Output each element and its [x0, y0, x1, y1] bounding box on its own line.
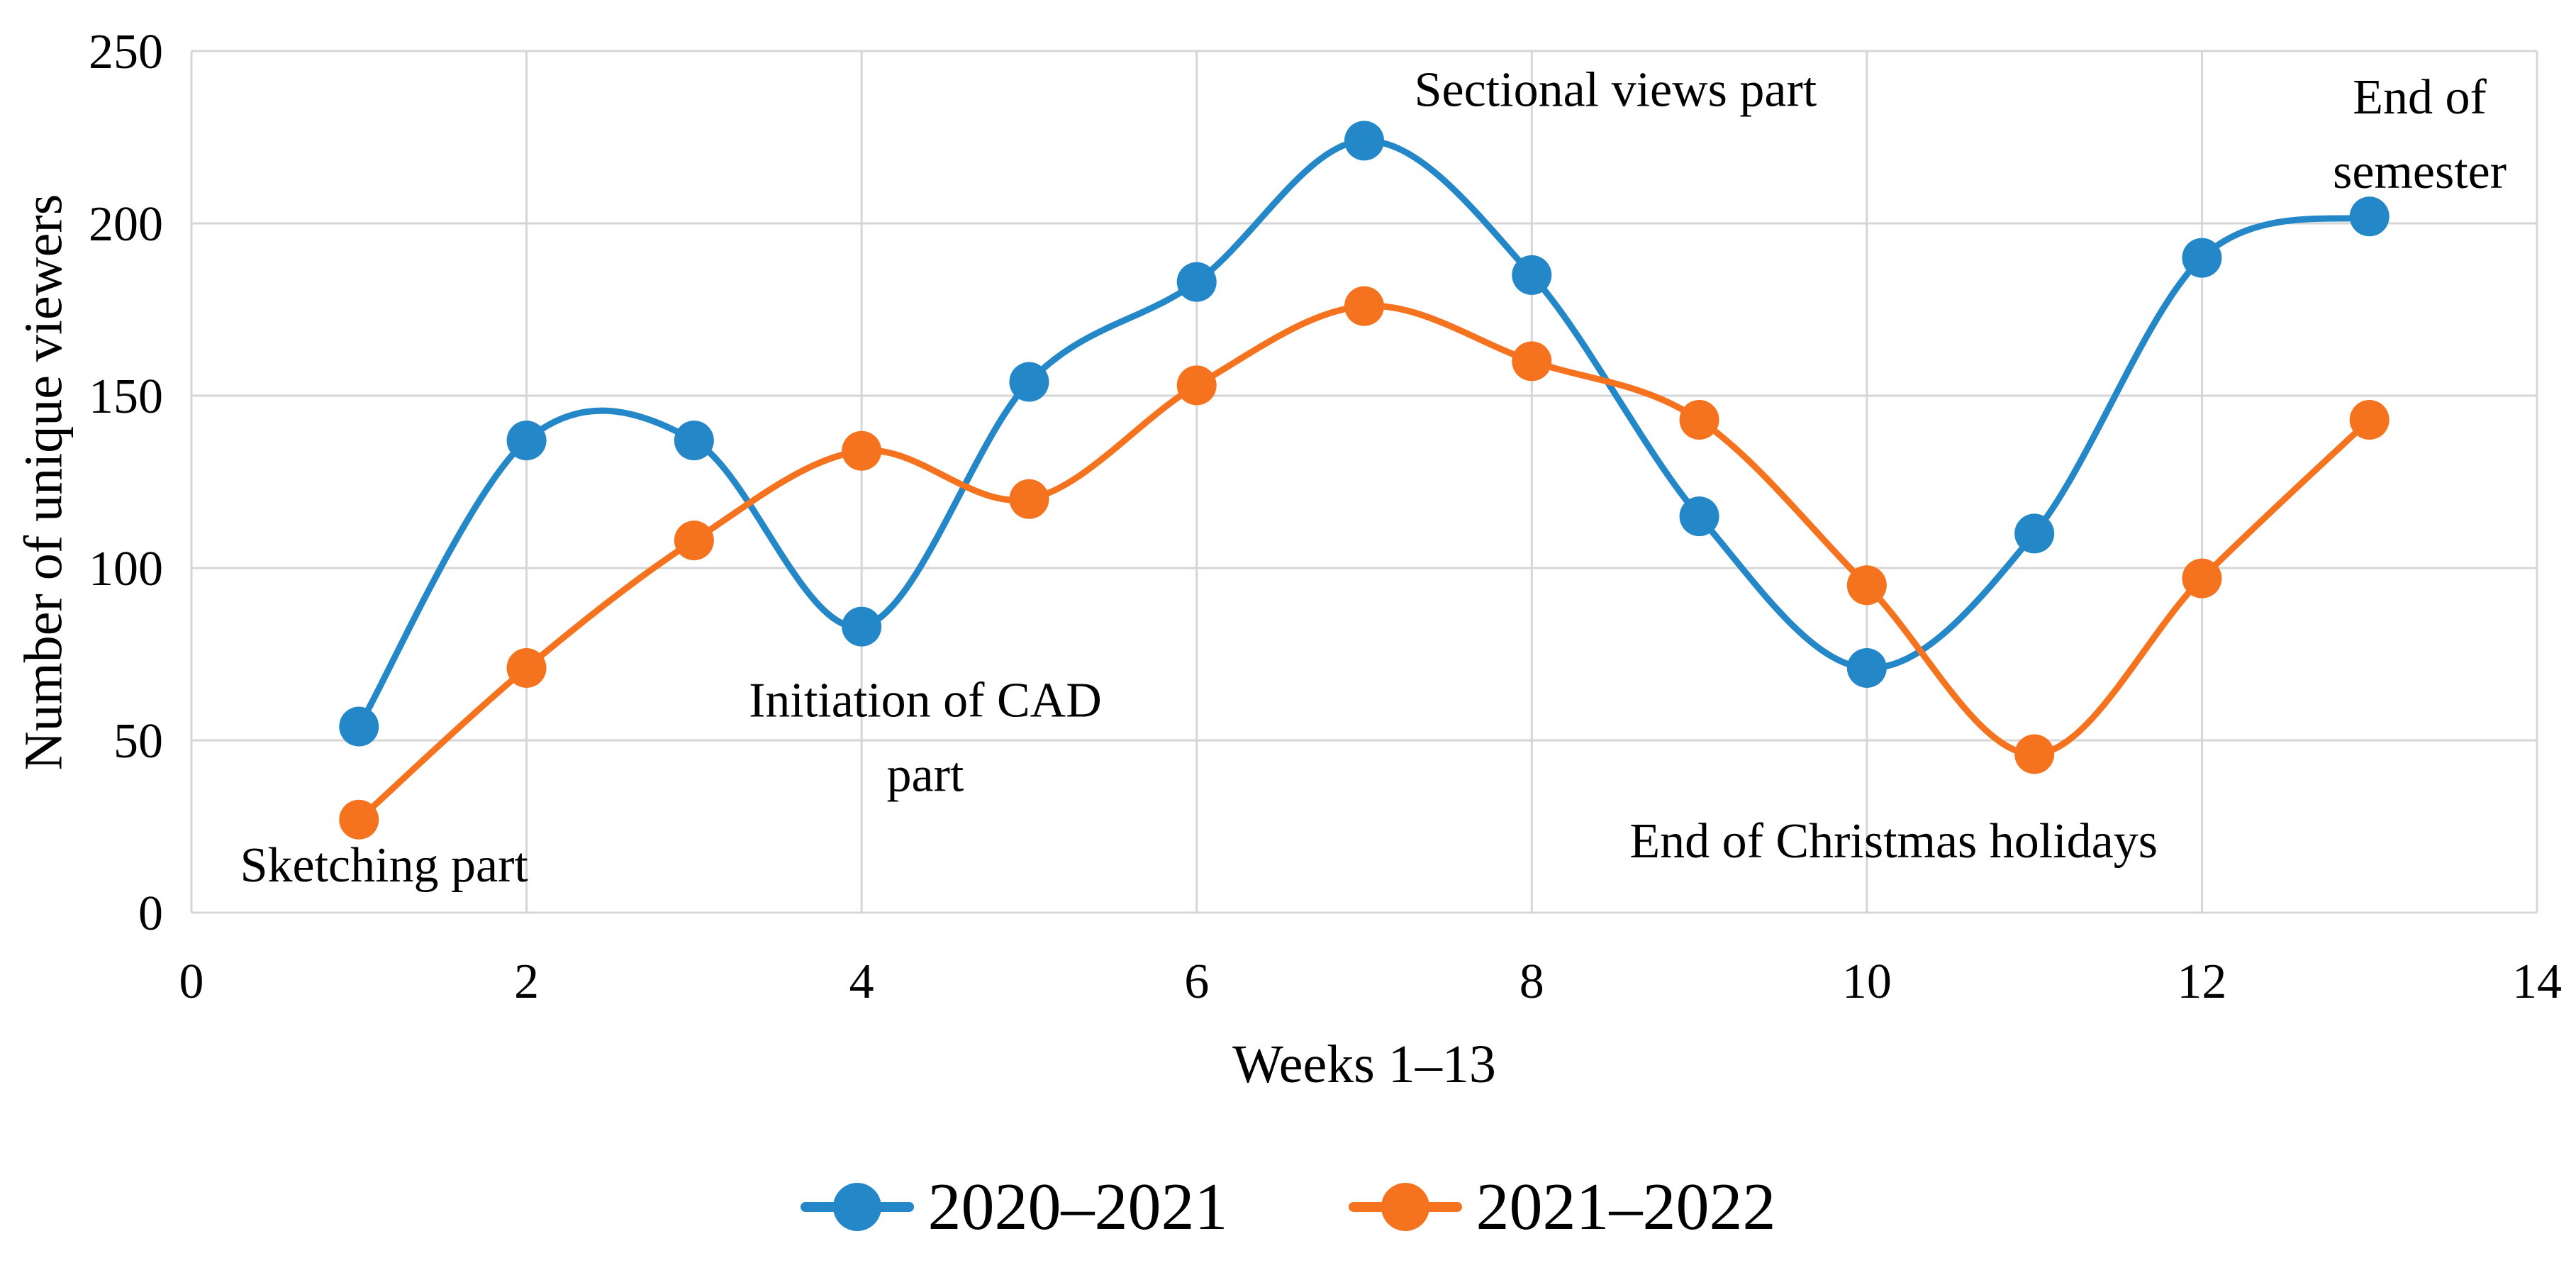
- data-point-marker: [2182, 558, 2222, 599]
- data-point-marker: [1176, 262, 1217, 302]
- x-tick-label: 8: [1520, 955, 1544, 1009]
- annotation-text: End of semester: [2333, 70, 2507, 199]
- data-point-marker: [1679, 496, 1719, 537]
- y-tick-label: 50: [113, 714, 163, 769]
- x-tick-label: 2: [514, 955, 539, 1009]
- data-point-marker: [339, 706, 379, 747]
- series-line: [355, 137, 2373, 730]
- y-tick-label: 200: [89, 197, 163, 252]
- legend: 2020–2021 2021–2022: [0, 1174, 2576, 1240]
- data-point-marker: [842, 430, 882, 471]
- annotation-text: Initiation of CAD part: [749, 674, 1102, 803]
- annotation-text: Sectional views part: [1415, 62, 1817, 117]
- data-point-marker: [2349, 196, 2390, 237]
- annotations: Sketching part Initiation of CAD part Secti…: [240, 62, 2507, 893]
- legend-marker-orange-icon: [1348, 1180, 1462, 1234]
- data-point-marker: [1009, 479, 1049, 519]
- data-point-marker: [506, 421, 547, 461]
- data-point-marker: [1512, 341, 1552, 382]
- annotation-text: Sketching part: [240, 838, 529, 893]
- y-tick-label: 250: [89, 25, 163, 79]
- data-point-marker: [2182, 238, 2222, 278]
- data-point-marker: [674, 521, 714, 561]
- series-2021-2022: [339, 286, 2390, 840]
- legend-label-2021-2022: 2021–2022: [1476, 1170, 1776, 1244]
- gridlines: [190, 50, 2538, 914]
- legend-item-2021-2022: 2021–2022: [1348, 1170, 1776, 1244]
- data-point-marker: [339, 799, 379, 840]
- legend-label-2020-2021: 2020–2021: [927, 1170, 1228, 1244]
- legend-marker-blue-icon: [800, 1180, 914, 1234]
- data-point-marker: [1009, 362, 1049, 402]
- data-point-marker: [2349, 400, 2390, 440]
- x-tick-label: 0: [179, 955, 204, 1009]
- data-point-marker: [2014, 513, 2055, 554]
- y-tick-label: 100: [89, 542, 163, 596]
- x-tick-label: 4: [849, 955, 874, 1009]
- legend-dot-blue: [832, 1183, 881, 1231]
- tick-labels: 0 50 100 150 200 250 0 2 4 6 8 10 12 14: [89, 25, 2562, 1009]
- annotation-text: End of Christmas holidays: [1629, 814, 2158, 869]
- x-tick-label: 14: [2512, 955, 2562, 1009]
- data-point-marker: [1846, 647, 1887, 688]
- series-2020-2021: [339, 121, 2390, 747]
- x-axis-title: Weeks 1–13: [1232, 1035, 1496, 1094]
- x-tick-label: 6: [1184, 955, 1209, 1009]
- data-point-marker: [674, 421, 714, 461]
- data-point-marker: [1344, 121, 1384, 161]
- x-tick-label: 10: [1842, 955, 1892, 1009]
- legend-dot-orange: [1381, 1183, 1429, 1231]
- y-tick-label: 150: [89, 369, 163, 424]
- data-point-marker: [1679, 400, 1719, 440]
- legend-item-2020-2021: 2020–2021: [800, 1170, 1228, 1244]
- data-point-marker: [506, 647, 547, 688]
- data-point-marker: [2014, 734, 2055, 774]
- y-tick-label: 0: [138, 886, 163, 941]
- data-point-marker: [1344, 286, 1384, 326]
- data-point-marker: [1512, 255, 1552, 295]
- x-tick-label: 12: [2177, 955, 2226, 1009]
- data-point-marker: [842, 606, 882, 647]
- series-line: [355, 302, 2373, 823]
- data-point-marker: [1176, 365, 1217, 406]
- data-point-marker: [1846, 565, 1887, 606]
